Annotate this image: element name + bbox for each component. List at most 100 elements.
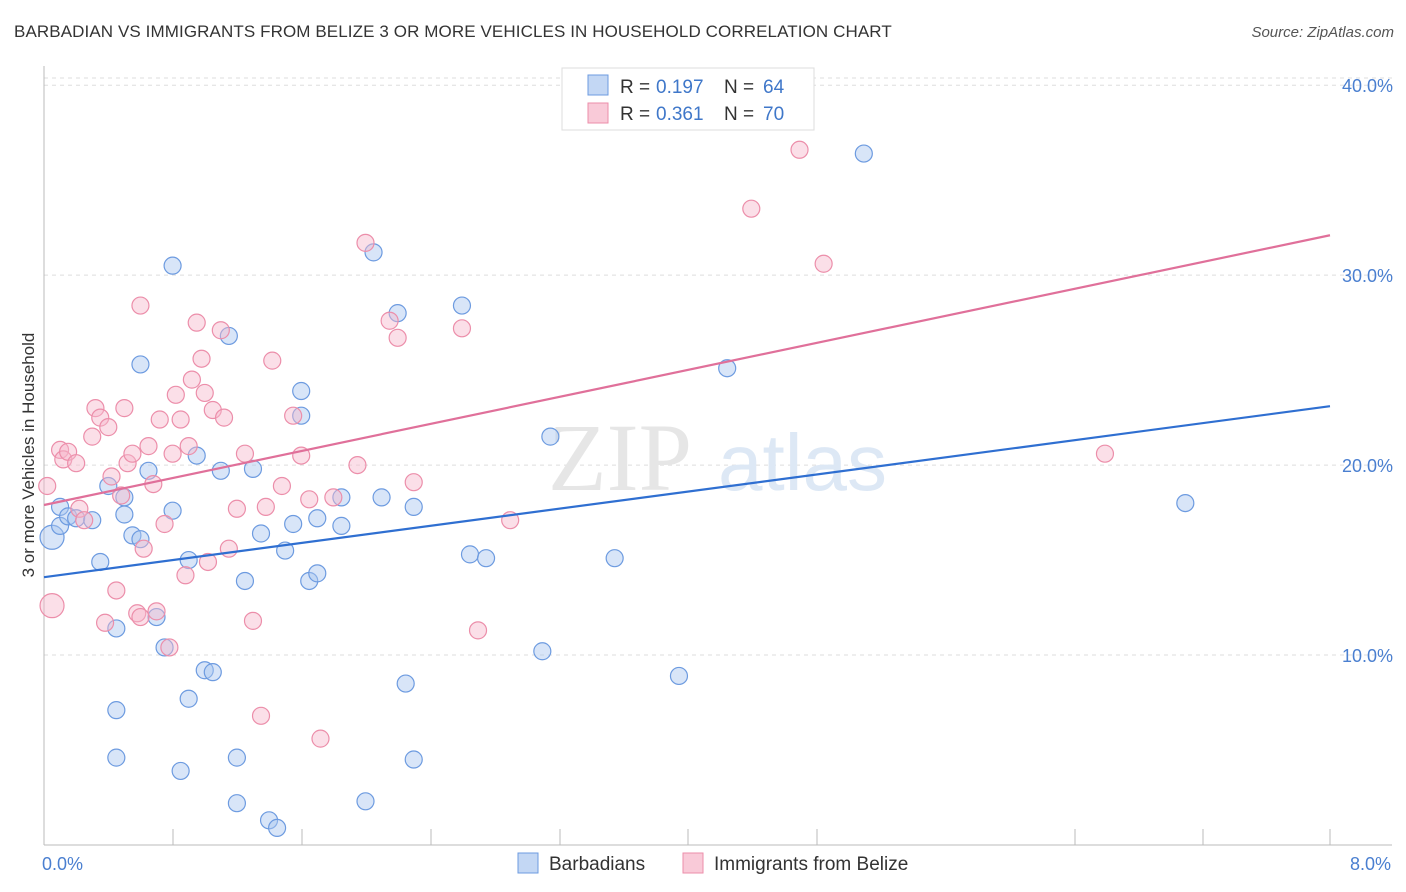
blue-point-47: [372, 488, 391, 507]
watermark: ZIP atlas: [548, 404, 887, 511]
blue-point-45: [356, 792, 375, 811]
blue-point-22: [179, 550, 198, 570]
bottom-legend-swatch-pink: [682, 852, 704, 874]
axes: [43, 66, 1392, 846]
pink-point-1: [39, 593, 65, 619]
pink-point-7: [75, 511, 94, 530]
pink-point-20: [131, 607, 150, 627]
blue-point-52: [452, 296, 472, 315]
y-tick-labels: 10.0% 20.0% 30.0% 40.0%: [1342, 76, 1393, 666]
blue-point-37: [284, 514, 303, 534]
blue-point-21: [171, 761, 190, 781]
legend-swatch-pink: [587, 102, 609, 124]
blue-point-54: [476, 549, 496, 568]
pink-point-31: [171, 410, 190, 429]
pink-point-36: [192, 349, 211, 368]
pink-point-63: [742, 199, 761, 218]
blue-point-15: [131, 530, 150, 549]
blue-point-26: [203, 663, 222, 682]
bottom-legend: Barbadians Immigrants from Belize: [517, 852, 908, 875]
legend-r-value-1: 0.197: [656, 77, 704, 98]
legend-n-label-2: N =: [724, 104, 754, 125]
blue-point-9: [107, 748, 126, 767]
pink-point-40: [211, 321, 230, 340]
blue-point-50: [404, 497, 423, 516]
pink-point-66: [1095, 444, 1115, 463]
x-tick-label-max: 8.0%: [1350, 854, 1391, 874]
bottom-legend-immigrants: Immigrants from Belize: [714, 854, 908, 875]
pink-point-30: [166, 385, 185, 404]
pink-point-5: [67, 454, 86, 473]
pink-point-60: [452, 319, 472, 338]
pink-point-8: [83, 427, 102, 446]
y-tick-label-1: 20.0%: [1342, 456, 1393, 476]
pink-point-18: [123, 444, 142, 463]
pink-point-47: [256, 497, 275, 516]
blue-point-55: [533, 642, 552, 661]
bottom-legend-swatch-blue: [517, 852, 539, 874]
blue-point-30: [227, 794, 246, 813]
blue-point-41: [308, 564, 327, 583]
blue-point-14: [131, 355, 150, 374]
legend-r-label-1: R =: [620, 77, 650, 98]
blue-point-17: [147, 607, 166, 627]
blue-point-60: [854, 144, 873, 163]
blue-point-51: [404, 750, 423, 769]
pink-point-37: [195, 383, 214, 403]
pink-point-56: [356, 233, 375, 252]
pink-point-61: [468, 621, 488, 640]
pink-point-59: [404, 473, 423, 492]
pink-point-46: [251, 706, 271, 725]
blue-point-33: [251, 524, 271, 543]
pink-point-27: [155, 514, 174, 534]
series-barbadians: [39, 144, 1195, 838]
legend-swatch-blue: [587, 74, 609, 96]
pink-point-33: [179, 437, 198, 456]
blue-point-58: [669, 666, 689, 686]
pink-point-12: [99, 418, 118, 437]
pink-point-15: [112, 486, 131, 505]
legend-box: R = 0.197 N = 64 R = 0.361 N = 70: [561, 67, 815, 131]
source-label: Source: ZipAtlas.com: [1251, 24, 1394, 41]
blue-point-38: [292, 381, 311, 401]
blue-point-27: [211, 461, 230, 480]
blue-point-42: [308, 509, 327, 528]
pink-point-58: [388, 328, 407, 347]
trend-line-immigrants: [43, 234, 1331, 507]
blue-point-31: [235, 571, 255, 591]
pink-point-6: [70, 499, 89, 518]
pink-point-25: [147, 602, 166, 621]
pink-point-65: [814, 254, 833, 273]
pink-point-49: [272, 476, 292, 496]
blue-point-59: [718, 359, 737, 378]
blue-point-49: [396, 674, 415, 693]
pink-point-53: [311, 729, 330, 748]
pink-point-42: [219, 539, 238, 558]
pink-point-32: [176, 566, 195, 585]
trend-line-barbadians: [43, 405, 1331, 579]
y-tick-label-2: 30.0%: [1342, 266, 1393, 286]
legend-r-label-2: R =: [620, 104, 650, 125]
y-axis-label: 3 or more Vehicles in Household: [19, 333, 38, 578]
pink-point-11: [95, 613, 115, 632]
blue-point-11: [115, 505, 134, 524]
pink-point-28: [160, 638, 179, 657]
pink-point-22: [134, 539, 153, 558]
blue-point-20: [163, 256, 182, 275]
blue-point-8: [107, 701, 126, 720]
blue-point-10: [107, 619, 126, 638]
blue-point-23: [179, 689, 198, 708]
pink-point-48: [263, 351, 282, 370]
blue-point-44: [332, 516, 351, 535]
legend-n-label-1: N =: [724, 77, 754, 98]
pink-point-55: [348, 455, 367, 475]
pink-point-0: [38, 476, 57, 496]
pink-point-13: [102, 467, 121, 486]
blue-point-57: [605, 549, 624, 568]
pink-point-45: [243, 611, 263, 630]
pink-point-16: [115, 399, 134, 418]
legend-n-value-1: 64: [763, 77, 785, 98]
blue-point-18: [155, 638, 174, 657]
trend-lines: [43, 234, 1331, 579]
